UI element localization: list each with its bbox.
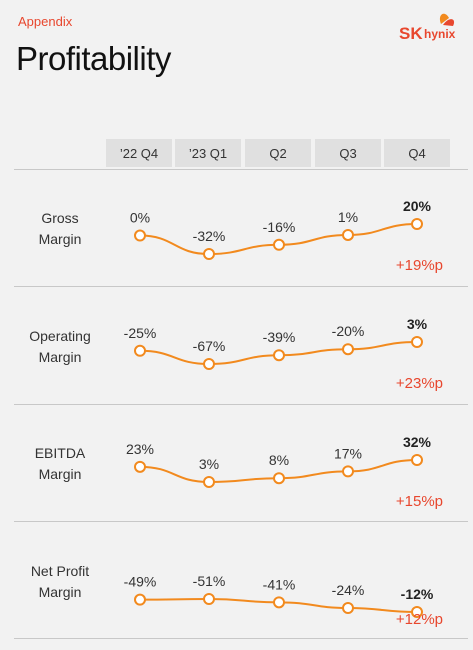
logo-hynix-text: hynix [424, 27, 456, 41]
row-label-line: Net Profit [30, 563, 90, 579]
data-point [273, 472, 285, 485]
row-divider [14, 286, 468, 287]
data-point [411, 606, 423, 618]
data-label: 20% [403, 198, 432, 214]
data-label: -67% [193, 338, 226, 354]
row-label-line: Margin [38, 466, 82, 482]
data-point [342, 343, 354, 356]
data-point [342, 602, 354, 614]
row-label-net-profit-margin: Net Profit Margin [14, 561, 106, 603]
change-label: +19%p [396, 257, 443, 274]
data-label: -20% [332, 323, 365, 339]
row-divider [14, 169, 468, 170]
data-point [273, 596, 285, 609]
column-header: ’23 Q1 [175, 139, 241, 167]
section-kicker: Appendix [18, 14, 73, 29]
row-label-operating-margin: Operating Margin [14, 326, 106, 368]
data-label: 0% [130, 210, 150, 226]
row-label-line: Margin [38, 349, 82, 365]
row-label-ebitda-margin: EBITDA Margin [14, 443, 106, 485]
data-label: -49% [124, 574, 157, 590]
data-label: 3% [199, 456, 219, 472]
row-label-line: Operating [29, 328, 91, 344]
data-label: -12% [401, 586, 434, 602]
data-label: -25% [124, 325, 157, 341]
data-label: -51% [193, 573, 226, 589]
data-point [134, 593, 146, 606]
row-divider [14, 521, 468, 522]
column-header: Q3 [315, 139, 381, 167]
data-point [203, 476, 215, 488]
data-label: -32% [193, 228, 226, 244]
column-header: Q4 [384, 139, 450, 167]
logo-sk-text: SK [399, 24, 423, 43]
data-label: 1% [338, 209, 358, 225]
row-label-gross-margin: Gross Margin [14, 208, 106, 250]
data-point [203, 593, 215, 605]
data-point [203, 358, 215, 370]
data-point [273, 349, 285, 362]
data-point [411, 336, 423, 348]
column-header: Q2 [245, 139, 311, 167]
data-label: -16% [263, 219, 296, 235]
data-point [411, 218, 423, 230]
data-label: 17% [334, 445, 362, 461]
data-label: 23% [126, 441, 154, 457]
row-divider [14, 404, 468, 405]
data-label: 8% [269, 452, 289, 468]
column-header: ’22 Q4 [106, 139, 172, 167]
data-label: -39% [263, 329, 296, 345]
data-point [411, 454, 423, 466]
change-label: +15%p [396, 493, 443, 510]
page-title: Profitability [16, 40, 171, 77]
sk-hynix-logo: SK hynix [397, 12, 463, 43]
data-point [134, 460, 146, 473]
data-point [203, 248, 215, 260]
change-label: +23%p [396, 375, 443, 392]
data-label: 3% [407, 316, 428, 332]
data-label: 32% [403, 434, 432, 450]
change-label: +12%p [396, 611, 443, 628]
column-header-row: ’22 Q4 ’23 Q1 Q2 Q3 Q4 [0, 139, 473, 167]
row-label-line: Margin [38, 584, 82, 600]
data-point [342, 465, 354, 478]
row-divider [14, 638, 468, 639]
data-label: -24% [332, 582, 365, 598]
row-label-line: Margin [38, 231, 82, 247]
data-point [134, 344, 146, 357]
data-point [273, 238, 285, 251]
data-point [134, 229, 146, 242]
row-label-line: EBITDA [34, 445, 86, 461]
row-label-line: Gross [41, 210, 79, 226]
data-point [342, 228, 354, 241]
butterfly-logo-icon [439, 13, 455, 26]
data-label: -41% [263, 576, 296, 592]
